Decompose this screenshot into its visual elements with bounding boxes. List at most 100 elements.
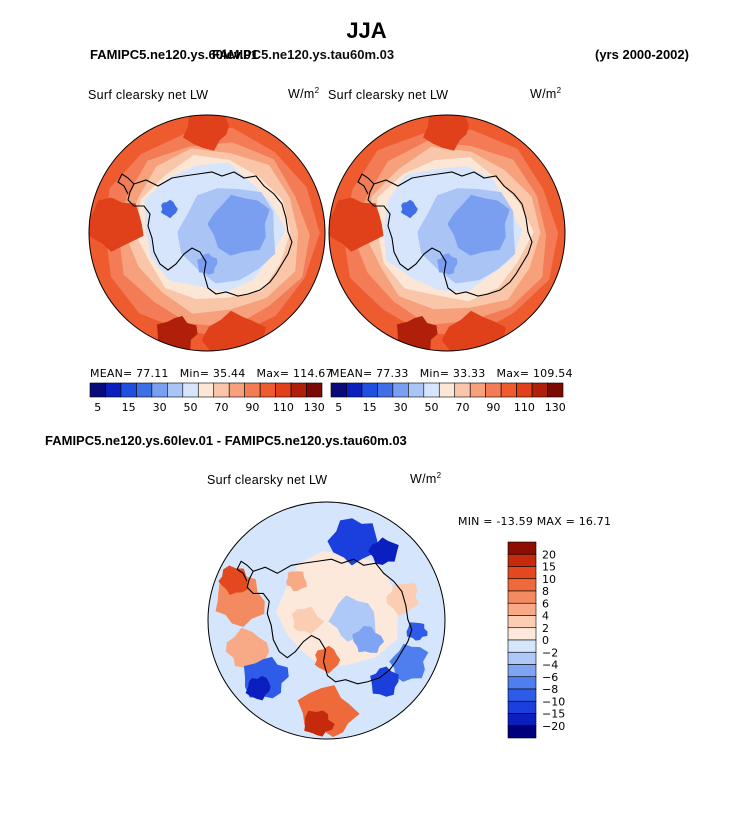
map1-colorbar: 5 15 30 50 70 90 110 130 [89, 382, 325, 414]
map2-units: W/m2 [530, 86, 562, 102]
colorbar-tick-label: 30 [153, 401, 167, 414]
colorbar-tick-label: 110 [273, 401, 294, 414]
field-cool [197, 253, 218, 275]
field-warm [201, 310, 266, 351]
colorbar-tick-label: 4 [542, 610, 549, 623]
field-patch [352, 625, 385, 653]
colorbar-swatch [507, 651, 537, 665]
case-name-overlap: FAMIPC5.ne120.ys.tau60m.03 [212, 47, 395, 62]
colorbar-swatch [306, 382, 323, 398]
peninsula-outline [236, 560, 254, 582]
colorbar-tick-label: 0 [542, 634, 549, 647]
map1-mean: MEAN= 77.11 [90, 367, 169, 380]
map1-polar-map [88, 114, 326, 352]
colorbar-swatch [275, 382, 292, 398]
colorbar-swatch [120, 382, 137, 398]
colorbar-swatch [531, 382, 548, 398]
map2-max: Max= 109.54 [496, 367, 573, 380]
colorbar-tick-label: −8 [542, 683, 558, 696]
field-patch [225, 627, 270, 669]
colorbar-swatch [438, 382, 456, 398]
years-range: (yrs 2000-2002) [595, 47, 689, 62]
field-cool [447, 194, 510, 256]
colorbar-swatch [507, 553, 537, 567]
map-border [328, 114, 566, 352]
map1-units-text: W/m [288, 87, 315, 102]
colorbar-tick-label: 15 [542, 561, 556, 574]
field-warm [183, 115, 229, 151]
map1-title: Surf clearsky net LW [88, 88, 209, 102]
colorbar-swatch [500, 382, 517, 398]
map3-units: W/m2 [410, 471, 442, 487]
colorbar-tick-label: 50 [184, 401, 198, 414]
map2-polar-map [328, 114, 566, 352]
colorbar-tick-label: −20 [542, 720, 565, 733]
colorbar-tick-label: 90 [245, 401, 259, 414]
field-cool [160, 199, 178, 219]
colorbar-swatch [197, 382, 215, 398]
map2-colorbar: 5 15 30 50 70 90 110 130 [330, 382, 566, 414]
field-patch [304, 710, 335, 737]
field-cool [437, 253, 458, 275]
map1-units: W/m2 [288, 86, 320, 102]
colorbar-swatch [507, 541, 537, 555]
difference-title: FAMIPC5.ne120.ys.60lev.01 - FAMIPC5.ne12… [45, 433, 407, 448]
antarctica-outline [246, 558, 413, 685]
map-field [329, 115, 565, 351]
colorbar-tick-label: 20 [542, 548, 556, 561]
colorbar-tick-label: 2 [542, 622, 549, 635]
field-patch [218, 565, 249, 595]
colorbar-swatch [547, 382, 564, 398]
map2-title: Surf clearsky net LW [328, 88, 449, 102]
colorbar-swatch [136, 382, 153, 398]
colorbar-swatch [507, 566, 537, 580]
field-patch [314, 645, 341, 674]
colorbar-swatch [151, 382, 168, 398]
colorbar-tick-label: −4 [542, 659, 558, 672]
colorbar-swatch [516, 382, 533, 398]
colorbar-swatch [507, 615, 537, 629]
colorbar-swatch [485, 382, 502, 398]
map2-min: Min= 33.33 [419, 367, 486, 380]
colorbar-swatch [507, 602, 537, 616]
colorbar-swatch [392, 382, 409, 398]
colorbar-swatch [330, 382, 347, 398]
colorbar-swatch [507, 700, 537, 714]
colorbar-swatch [507, 664, 537, 678]
field-patch [327, 518, 380, 566]
colorbar-swatch [228, 382, 245, 398]
colorbar-tick-label: 130 [304, 401, 325, 414]
colorbar-swatch [507, 627, 537, 641]
colorbar-swatch [507, 639, 537, 653]
colorbar-tick-label: 15 [363, 401, 377, 414]
colorbar-swatch [346, 382, 363, 398]
colorbar-swatch [507, 713, 537, 727]
colorbar-swatch [213, 382, 230, 398]
field-patch [245, 675, 271, 701]
colorbar-tick-label: 5 [335, 401, 342, 414]
colorbar-tick-label: 110 [514, 401, 535, 414]
colorbar-swatch [454, 382, 471, 398]
colorbar-tick-label: 70 [214, 401, 228, 414]
colorbar-tick-label: 30 [394, 401, 408, 414]
colorbar-swatch [507, 725, 537, 739]
colorbar-swatch [507, 578, 537, 592]
colorbar-swatch [361, 382, 378, 398]
colorbar-tick-label: −2 [542, 646, 558, 659]
colorbar-swatch [105, 382, 122, 398]
colorbar-swatch [408, 382, 425, 398]
peninsula-outline [117, 173, 135, 195]
peninsula-outline [357, 173, 375, 195]
field-patch [370, 666, 399, 697]
colorbar-tick-label: 90 [486, 401, 500, 414]
colorbar-swatch [244, 382, 261, 398]
colorbar-swatch [507, 590, 537, 604]
map3-units-text: W/m [410, 472, 437, 487]
field-patch [389, 643, 429, 682]
map3-polar-map [207, 501, 446, 740]
colorbar-swatch [259, 382, 276, 398]
field-patch [406, 622, 428, 641]
colorbar-tick-label: 70 [455, 401, 469, 414]
colorbar-tick-label: 5 [94, 401, 101, 414]
